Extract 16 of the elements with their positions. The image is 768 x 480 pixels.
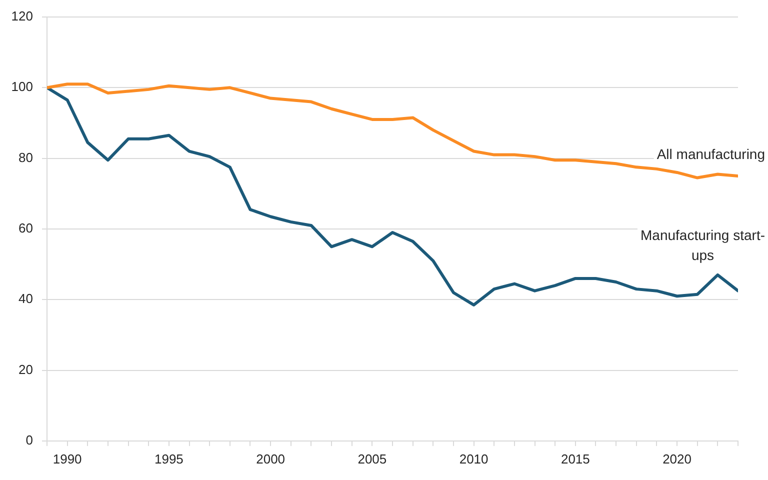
x-tick-label: 1995	[154, 451, 184, 466]
x-tick-label: 2005	[358, 451, 387, 466]
x-tick-label: 1990	[52, 451, 82, 466]
y-tick-label: 120	[11, 8, 33, 24]
series-label: Manufacturing start-ups	[640, 226, 766, 263]
y-tick-label: 80	[18, 150, 33, 165]
x-tick-label: 2010	[459, 451, 488, 466]
y-tick-label: 20	[18, 362, 33, 377]
x-tick-label: 2000	[256, 451, 286, 466]
y-tick-label: 100	[11, 79, 33, 94]
x-tick-label: 2015	[560, 451, 590, 466]
y-tick-label: 0	[26, 432, 33, 448]
x-tick-label: 2020	[662, 451, 692, 466]
series-label: All manufacturing	[656, 146, 766, 162]
y-tick-label: 40	[18, 291, 33, 306]
y-tick-label: 60	[18, 220, 33, 236]
